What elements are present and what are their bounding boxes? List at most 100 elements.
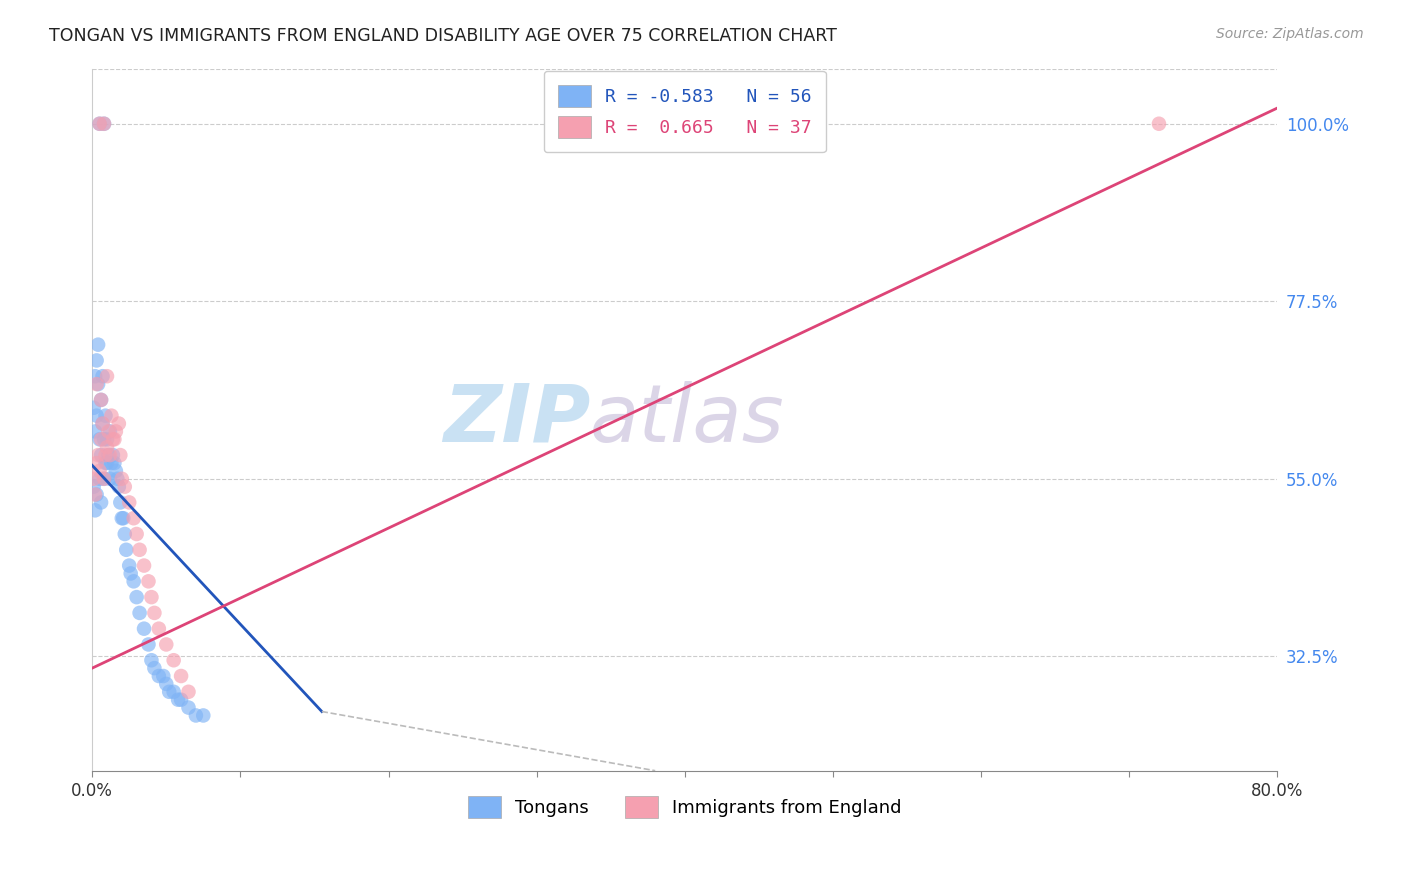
Point [122,574,145,589]
Point [125,527,148,541]
Point [114,480,136,494]
Point [84,503,107,517]
Point [115,542,138,557]
Point [97,448,120,462]
Point [90,392,112,407]
Point [132,558,155,573]
Point [90,495,112,509]
Point [98,448,121,462]
Point [86,456,108,470]
Point [96,433,118,447]
Point [93,472,115,486]
Point [128,542,150,557]
Point [94,456,117,470]
Point [170,692,193,706]
Point [167,692,190,706]
Point [110,448,132,462]
Point [184,708,207,723]
Point [90,392,112,407]
Point [148,622,170,636]
Point [94,409,117,423]
Point [143,661,166,675]
Point [111,511,134,525]
Point [86,353,108,368]
Point [155,677,177,691]
Point [91,417,114,431]
Point [94,448,117,462]
Point [104,464,127,478]
Point [91,369,114,384]
Point [155,637,177,651]
Point [120,566,142,581]
Point [110,495,132,509]
Point [141,590,163,604]
Point [118,558,141,573]
Point [86,377,108,392]
Point [1147,117,1170,131]
Point [98,472,121,486]
Point [97,425,120,439]
Point [83,472,105,486]
Point [112,511,135,525]
Point [84,487,107,501]
Point [122,511,145,525]
Point [87,377,110,392]
Point [90,448,112,462]
Legend: Tongans, Immigrants from England: Tongans, Immigrants from England [461,789,908,825]
Point [87,337,110,351]
Point [89,117,111,131]
Point [100,409,122,423]
Point [83,480,105,494]
Point [125,590,148,604]
Point [84,369,107,384]
Point [148,669,170,683]
Point [96,440,118,454]
Point [163,685,186,699]
Point [93,433,115,447]
Point [128,606,150,620]
Point [93,117,115,131]
Point [103,433,125,447]
Text: atlas: atlas [591,381,785,458]
Point [100,456,122,470]
Text: TONGAN VS IMMIGRANTS FROM ENGLAND DISABILITY AGE OVER 75 CORRELATION CHART: TONGAN VS IMMIGRANTS FROM ENGLAND DISABI… [49,27,837,45]
Point [89,464,111,478]
Point [177,700,200,714]
Point [132,622,155,636]
Point [118,495,141,509]
Point [114,527,136,541]
Point [103,456,125,470]
Point [84,425,107,439]
Point [111,472,134,486]
Point [163,653,186,667]
Text: ZIP: ZIP [443,381,591,458]
Text: Source: ZipAtlas.com: Source: ZipAtlas.com [1216,27,1364,41]
Point [93,472,115,486]
Point [96,369,118,384]
Point [108,480,131,494]
Point [83,401,105,415]
Point [138,637,160,651]
Point [90,433,112,447]
Point [141,653,163,667]
Point [93,117,115,131]
Point [96,456,118,470]
Point [98,425,121,439]
Point [193,708,215,723]
Point [170,669,193,683]
Point [104,425,127,439]
Point [108,417,131,431]
Point [105,472,128,486]
Point [91,417,114,431]
Point [89,472,111,486]
Point [138,574,160,589]
Point [86,409,108,423]
Point [101,433,124,447]
Point [143,606,166,620]
Point [101,448,124,462]
Point [152,669,174,683]
Point [157,685,180,699]
Point [89,117,111,131]
Point [89,433,111,447]
Point [177,685,200,699]
